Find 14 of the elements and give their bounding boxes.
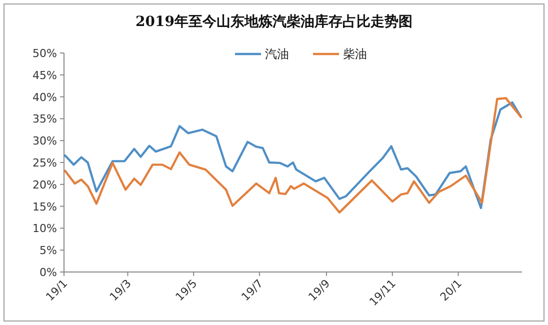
- y-tick-label: 10%: [32, 222, 57, 236]
- y-tick-label: 0%: [40, 266, 57, 279]
- y-tick-label: 35%: [32, 112, 57, 126]
- legend-label: 柴油: [343, 47, 367, 61]
- y-tick-label: 25%: [32, 156, 57, 170]
- legend-label: 汽油: [265, 47, 289, 61]
- y-tick-label: 20%: [32, 178, 57, 192]
- chart-title: 2019年至今山东地炼汽柴油库存占比走势图: [136, 13, 412, 30]
- y-tick-label: 50%: [32, 47, 57, 60]
- y-tick-label: 40%: [32, 90, 57, 104]
- y-tick-label: 15%: [32, 200, 57, 214]
- y-tick-label: 45%: [32, 68, 57, 82]
- y-tick-label: 5%: [40, 244, 57, 258]
- y-tick-label: 30%: [32, 134, 57, 148]
